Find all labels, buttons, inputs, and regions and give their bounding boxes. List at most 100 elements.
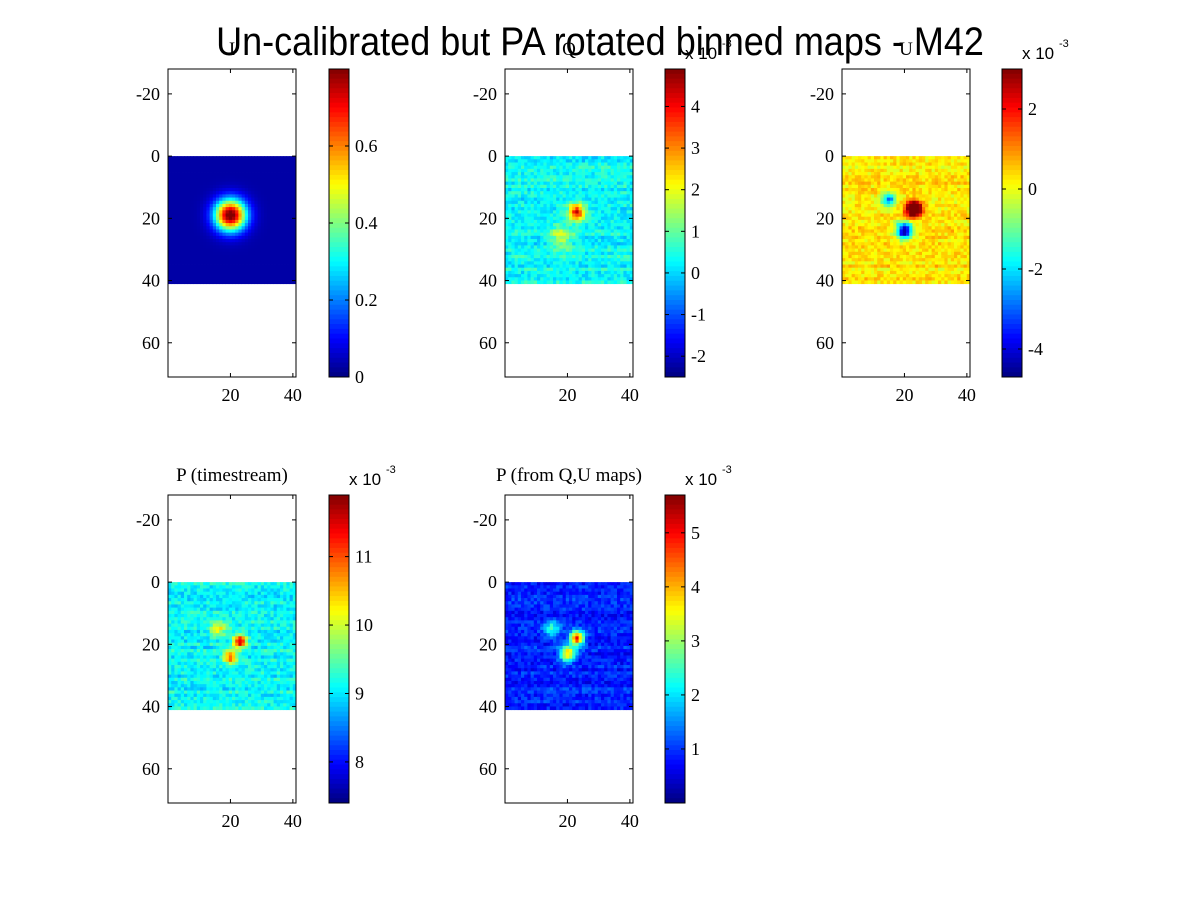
heatmap-cell: [264, 178, 268, 183]
heatmap-cell: [877, 274, 881, 278]
heatmap-cell: [505, 165, 509, 170]
heatmap-cell: [283, 175, 287, 179]
heatmap-cell: [216, 235, 220, 240]
heatmap-cell: [521, 175, 525, 179]
heatmap-cell: [228, 239, 233, 243]
heatmap-cell: [623, 172, 627, 176]
heatmap-cell: [870, 184, 875, 189]
heatmap-cell: [604, 165, 608, 170]
heatmap-cell: [848, 267, 852, 272]
heatmap-cell: [184, 181, 188, 186]
heatmap-cell: [941, 251, 945, 256]
heatmap-cell: [241, 168, 246, 173]
heatmap-cell: [610, 239, 615, 243]
heatmap-cell: [581, 251, 586, 256]
heatmap-cell: [912, 239, 916, 243]
heatmap-cell: [845, 216, 849, 221]
heatmap-cell: [168, 178, 172, 183]
heatmap-cell: [915, 197, 920, 202]
heatmap-cell: [193, 235, 198, 240]
heatmap-cell: [883, 274, 888, 278]
heatmap-cell: [922, 239, 926, 243]
heatmap-cell: [264, 165, 268, 170]
heatmap-cell: [546, 219, 551, 224]
heatmap-cell: [200, 235, 204, 240]
heatmap-cell: [232, 242, 236, 246]
heatmap-cell: [896, 210, 900, 214]
heatmap-cell: [880, 219, 884, 224]
heatmap-cell: [251, 203, 255, 208]
heatmap-cell: [203, 219, 207, 224]
heatmap-cell: [610, 235, 615, 240]
colorbar-step: [665, 362, 685, 368]
heatmap-cell: [508, 213, 512, 218]
heatmap-cell: [848, 168, 852, 173]
heatmap-cell: [254, 178, 258, 183]
heatmap-cell: [620, 178, 624, 183]
heatmap-cell: [251, 270, 255, 275]
heatmap-cell: [187, 188, 191, 192]
heatmap-cell: [177, 261, 182, 265]
heatmap-cell: [594, 216, 599, 221]
heatmap-cell: [527, 270, 531, 275]
heatmap-cell: [620, 156, 624, 160]
heatmap-cell: [617, 251, 621, 256]
heatmap-cell: [209, 258, 214, 262]
heatmap-cell: [909, 254, 913, 259]
heatmap-cell: [845, 264, 849, 269]
heatmap-cell: [270, 184, 274, 189]
heatmap-cell: [594, 226, 599, 230]
heatmap-cell: [578, 213, 583, 218]
heatmap-cell: [883, 210, 888, 214]
heatmap-cell: [915, 200, 920, 205]
heatmap-cell: [524, 277, 528, 281]
heatmap-cell: [915, 178, 920, 183]
heatmap-cell: [174, 267, 178, 272]
heatmap-cell: [928, 200, 932, 205]
heatmap-cell: [950, 156, 955, 160]
heatmap-cell: [581, 203, 586, 208]
heatmap-cell: [613, 159, 618, 163]
heatmap-cell: [180, 264, 185, 269]
heatmap-cell: [848, 261, 852, 265]
heatmap-cell: [219, 223, 223, 227]
heatmap-cell: [960, 248, 964, 253]
heatmap-cell: [264, 213, 268, 218]
heatmap-cell: [174, 200, 178, 205]
heatmap-cell: [254, 203, 258, 208]
heatmap-cell: [581, 258, 586, 262]
heatmap-cell: [264, 274, 268, 278]
heatmap-cell: [578, 274, 583, 278]
heatmap-cell: [546, 181, 551, 186]
heatmap-cell: [222, 229, 226, 234]
heatmap-cell: [533, 181, 538, 186]
heatmap-cell: [514, 184, 519, 189]
heatmap-cell: [854, 274, 859, 278]
heatmap-cell: [562, 261, 567, 265]
heatmap-cell: [966, 159, 971, 163]
heatmap-cell: [549, 210, 554, 214]
heatmap-cell: [867, 168, 872, 173]
heatmap-cell: [286, 184, 290, 189]
heatmap-cell: [286, 251, 290, 256]
heatmap-cell: [886, 274, 891, 278]
heatmap-cell: [276, 213, 281, 218]
heatmap-cell: [867, 188, 872, 192]
heatmap-cell: [235, 226, 239, 230]
heatmap-cell: [569, 239, 573, 243]
heatmap-cell: [861, 162, 865, 167]
heatmap-cell: [845, 277, 849, 281]
heatmap-cell: [604, 261, 608, 265]
heatmap-cell: [925, 216, 929, 221]
heatmap-cell: [604, 172, 608, 176]
heatmap-cell: [264, 200, 268, 205]
heatmap-cell: [896, 200, 900, 205]
heatmap-cell: [187, 162, 191, 167]
heatmap-cell: [565, 219, 570, 224]
heatmap-cell: [517, 232, 522, 237]
heatmap-cell: [248, 210, 252, 214]
heatmap-cell: [174, 188, 178, 192]
heatmap-cell: [216, 254, 220, 259]
heatmap-cell: [270, 223, 274, 227]
heatmap-cell: [877, 216, 881, 221]
